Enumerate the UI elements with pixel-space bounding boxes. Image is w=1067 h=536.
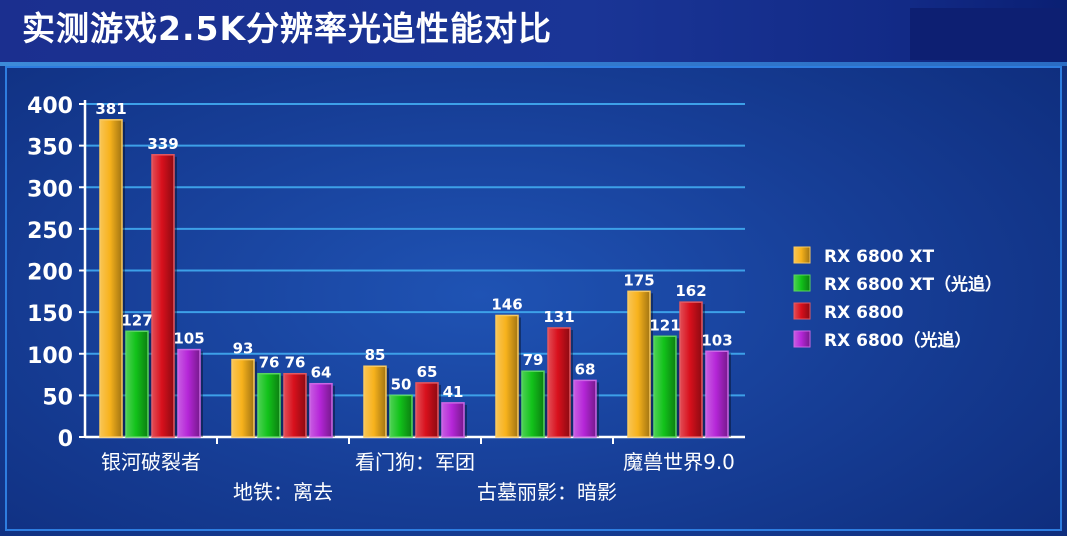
chart-panel-border (5, 66, 1062, 531)
data-label: 105 (173, 330, 204, 348)
data-label: 103 (701, 331, 732, 349)
data-label: 93 (233, 340, 254, 358)
bar (389, 394, 413, 438)
data-label: 146 (491, 295, 522, 313)
bar (521, 370, 545, 438)
legend-entry: RX 6800 (824, 303, 904, 323)
bar (495, 314, 519, 438)
bar (679, 301, 703, 438)
data-label: 76 (285, 354, 306, 372)
bar (415, 382, 439, 438)
y-tick-label: 200 (27, 261, 73, 286)
legend-entry: RX 6800 XT (824, 247, 934, 267)
y-tick-label: 0 (58, 427, 73, 452)
title-bar-corner-tile (910, 8, 1060, 60)
data-label: 85 (365, 346, 386, 364)
chart-title: 实测游戏2.5K分辨率光追性能对比 (22, 9, 553, 48)
legend-swatch (793, 330, 811, 348)
x-category-label: 古墓丽影：暗影 (477, 480, 617, 504)
bar (177, 348, 201, 438)
title-divider (0, 62, 1067, 66)
y-tick-label: 300 (27, 177, 73, 202)
bar (309, 382, 333, 438)
x-category-label: 魔兽世界9.0 (623, 450, 735, 474)
data-label: 68 (575, 360, 596, 378)
data-label: 339 (147, 135, 178, 153)
bar (627, 290, 651, 438)
y-tick-label: 350 (27, 136, 73, 161)
bar (257, 372, 281, 438)
data-label: 162 (675, 282, 706, 300)
data-label: 121 (649, 316, 680, 334)
bar (231, 358, 255, 438)
data-label: 127 (121, 311, 152, 329)
y-tick-label: 150 (27, 302, 73, 327)
bar (441, 402, 465, 438)
data-label: 76 (259, 354, 280, 372)
bar (573, 379, 597, 438)
bar (125, 330, 149, 438)
data-label: 65 (417, 363, 438, 381)
data-label: 381 (95, 100, 126, 118)
bar (99, 119, 123, 438)
legend-entry: RX 6800 XT（光追） (824, 274, 1002, 295)
y-tick-label: 100 (27, 344, 73, 369)
data-label: 131 (543, 308, 574, 326)
bar (653, 335, 677, 438)
x-category-label: 银河破裂者 (101, 450, 201, 474)
y-tick-label: 50 (42, 385, 73, 410)
bar (547, 327, 571, 438)
y-tick-label: 250 (27, 219, 73, 244)
data-label: 79 (523, 351, 544, 369)
legend-swatch (793, 302, 811, 320)
bar (151, 154, 175, 438)
data-label: 41 (443, 383, 464, 401)
legend-swatch (793, 246, 811, 264)
data-label: 50 (391, 375, 412, 393)
bar (705, 350, 729, 438)
x-category-label: 看门狗：军团 (355, 450, 475, 474)
legend-entry: RX 6800（光追） (824, 330, 971, 351)
data-label: 64 (311, 364, 332, 382)
x-category-label: 地铁：离去 (233, 480, 333, 504)
title-bar: 实测游戏2.5K分辨率光追性能对比 (0, 0, 1067, 62)
y-tick-label: 400 (27, 94, 73, 119)
bar (283, 372, 307, 438)
bar (363, 365, 387, 438)
data-label: 175 (623, 271, 654, 289)
legend-swatch (793, 274, 811, 292)
